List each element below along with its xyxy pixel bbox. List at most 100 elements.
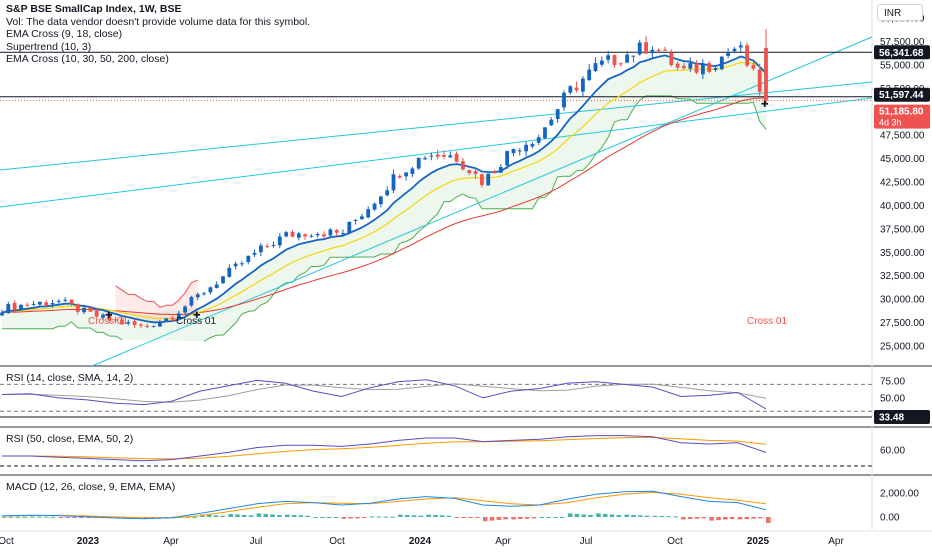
candle-body: [170, 317, 175, 320]
candle-body: [202, 293, 206, 295]
macd-histogram-bar: [37, 516, 42, 518]
macd-histogram-bar: [263, 513, 268, 517]
chart-legend: S&P BSE SmallCap Index, 1W, BSE Vol: The…: [6, 3, 310, 66]
indicator-ema-cross-10-30-50-200[interactable]: EMA Cross (10, 30, 50, 200, close): [6, 53, 169, 65]
macd-histogram-bar: [220, 515, 225, 517]
macd-histogram-bar: [305, 515, 310, 517]
candle-body: [442, 155, 446, 157]
candle-body: [290, 232, 295, 237]
time-tick-label: Apr: [495, 536, 511, 547]
candle-body: [259, 245, 263, 253]
candle-body: [50, 303, 55, 305]
macd-histogram-bar: [369, 516, 375, 518]
macd-histogram-bar: [567, 513, 573, 517]
candle-body: [353, 219, 358, 221]
candle-body: [606, 55, 611, 60]
macd-legend[interactable]: MACD (12, 26, close, 9, EMA, EMA): [6, 481, 176, 493]
candle-body: [486, 173, 491, 186]
price-tick-label: 40,000.00: [880, 201, 925, 212]
ema-long-line: [1, 97, 767, 315]
macd-histogram-bar: [58, 517, 64, 518]
candle-body: [75, 304, 80, 312]
macd-histogram-bar: [553, 517, 558, 518]
candle-body: [107, 315, 112, 321]
rsi14-tick-label: 75.00: [880, 377, 905, 388]
chart-title: S&P BSE SmallCap Index, 1W, BSE: [6, 3, 182, 15]
rsi14-value-bg: [874, 410, 930, 424]
price-tick-label: 27,500.00: [880, 318, 925, 329]
macd-histogram-bar: [574, 513, 580, 517]
price-tick-label: 55,000.00: [880, 60, 925, 71]
macd-histogram-bar: [524, 517, 530, 519]
candle-body: [757, 69, 762, 92]
candle-body: [429, 155, 434, 157]
candle-body: [448, 155, 453, 158]
price-tick-label: 25,000.00: [880, 342, 925, 353]
indicator-supertrend[interactable]: Supertrend (10, 3): [6, 40, 92, 53]
candle-body: [183, 306, 187, 313]
currency-badge[interactable]: INR: [877, 4, 923, 21]
candle-body: [214, 284, 219, 288]
candle-body: [543, 127, 547, 139]
price-tick-label: 45,000.00: [880, 154, 925, 165]
macd-histogram-bar: [8, 516, 14, 518]
rsi14-line: [1, 379, 767, 410]
macd-histogram-bar: [511, 517, 516, 520]
candle-body: [713, 68, 718, 70]
macd-histogram-bar: [326, 517, 332, 518]
macd-histogram-bar: [475, 517, 480, 518]
macd-histogram-bar: [468, 517, 473, 518]
resistance-price-label: 56,341.68: [879, 48, 924, 59]
macd-histogram-bar: [341, 517, 347, 519]
supertrend-up-line: [203, 95, 767, 342]
candle-body: [94, 310, 99, 317]
candle-body: [404, 172, 408, 177]
candle-body: [126, 322, 131, 324]
cross-marker-icon: ✚: [105, 310, 113, 320]
rsi50-legend[interactable]: RSI (50, close, EMA, 50, 2): [6, 433, 134, 445]
macd-histogram-bar: [503, 517, 508, 520]
candle-body: [751, 64, 756, 69]
candle-body: [366, 209, 371, 218]
candle-body: [517, 150, 522, 152]
indicator-ema-cross-9-18[interactable]: EMA Cross (9, 18, close): [6, 28, 123, 40]
candle-body: [505, 151, 509, 166]
trendline-lower: [0, 97, 873, 208]
candle-body: [164, 318, 169, 322]
candle-body: [63, 299, 68, 301]
support-price-label-bg: [874, 87, 930, 102]
candle-body: [0, 312, 4, 316]
macd-histogram-bar: [483, 517, 488, 522]
candle-body: [587, 69, 592, 81]
candle-body: [631, 55, 636, 57]
candle-body: [480, 174, 484, 186]
macd-histogram-bar: [50, 516, 56, 518]
macd-histogram-bar: [79, 517, 84, 518]
cross-marker-icon: ✚: [193, 310, 201, 320]
macd-histogram-bar: [454, 517, 460, 518]
candle-body: [644, 42, 648, 54]
rsi14-legend[interactable]: RSI (14, close, SMA, 14, 2): [6, 372, 134, 384]
macd-histogram-bar: [461, 517, 466, 518]
macd-histogram-bar: [256, 513, 262, 517]
candle-body: [341, 233, 345, 235]
price-tick-label: 32,500.00: [880, 271, 925, 282]
countdown-label: 4d 3h: [879, 118, 902, 128]
macd-histogram-bar: [737, 517, 743, 520]
candle-body: [195, 294, 200, 298]
macd-histogram-bar: [285, 514, 290, 517]
candle-body: [88, 307, 93, 312]
candle-body: [233, 263, 238, 267]
macd-histogram-bar: [398, 514, 403, 517]
macd-histogram-bar: [348, 517, 353, 519]
macd-histogram-bar: [581, 514, 586, 517]
candle-body: [492, 172, 497, 174]
macd-histogram-bar: [546, 517, 551, 518]
macd-histogram-bar: [616, 515, 622, 517]
candle-body: [139, 324, 143, 326]
macd-histogram-bar: [687, 517, 693, 519]
candle-body: [423, 158, 427, 160]
macd-histogram-bar: [43, 516, 49, 518]
